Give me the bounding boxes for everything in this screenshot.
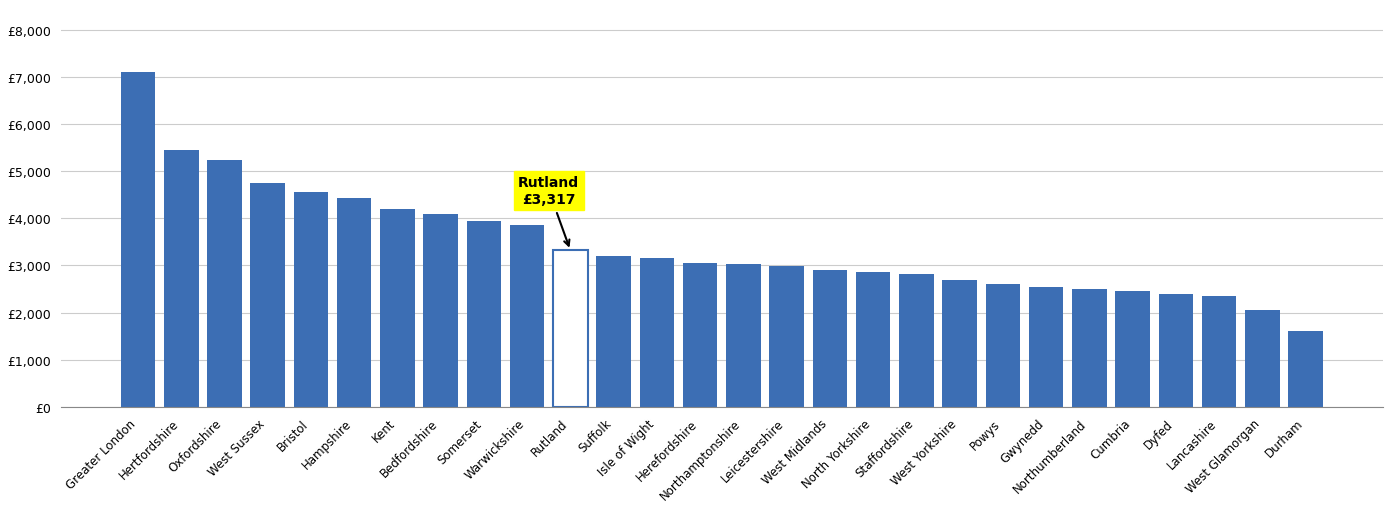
Bar bbox=[856, 272, 891, 407]
Bar bbox=[207, 161, 242, 407]
Bar bbox=[726, 265, 760, 407]
Bar bbox=[899, 274, 934, 407]
Bar bbox=[510, 226, 545, 407]
Bar bbox=[553, 251, 588, 407]
Bar bbox=[1159, 294, 1193, 407]
Bar bbox=[293, 193, 328, 407]
Bar bbox=[770, 267, 803, 407]
Bar bbox=[596, 257, 631, 407]
Bar bbox=[682, 264, 717, 407]
Bar bbox=[250, 184, 285, 407]
Bar bbox=[424, 214, 457, 407]
Bar bbox=[986, 285, 1020, 407]
Bar bbox=[942, 280, 977, 407]
Bar bbox=[467, 221, 502, 407]
Bar bbox=[379, 209, 414, 407]
Text: Rutland
£3,317: Rutland £3,317 bbox=[518, 176, 580, 246]
Bar bbox=[813, 271, 848, 407]
Bar bbox=[1029, 287, 1063, 407]
Bar bbox=[336, 199, 371, 407]
Bar bbox=[1115, 292, 1150, 407]
Bar bbox=[1245, 310, 1280, 407]
Bar bbox=[1202, 297, 1237, 407]
Bar bbox=[639, 259, 674, 407]
Bar bbox=[1072, 290, 1106, 407]
Bar bbox=[1289, 332, 1323, 407]
Bar bbox=[121, 73, 156, 407]
Bar bbox=[164, 151, 199, 407]
